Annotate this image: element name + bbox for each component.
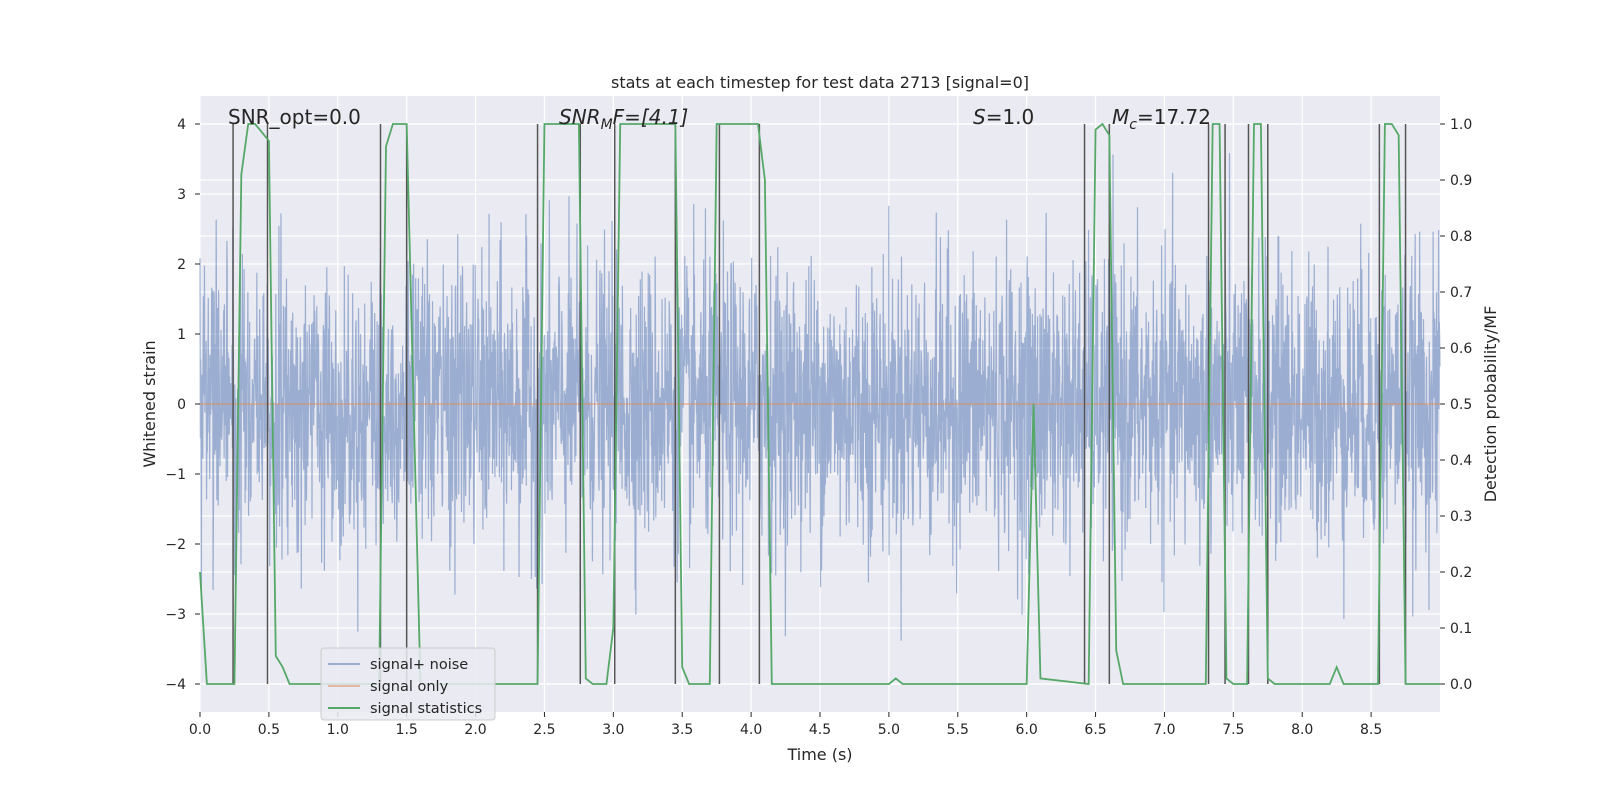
- x-tick-label-14: 7.0: [1153, 722, 1175, 738]
- y2-tick-label-2: 0.2: [1450, 565, 1472, 581]
- x-tick-label-10: 5.0: [878, 722, 900, 738]
- y-tick-label-0: −4: [165, 677, 186, 693]
- y2-tick-label-10: 1.0: [1450, 117, 1472, 133]
- y2-tick-label-7: 0.7: [1450, 285, 1472, 301]
- x-tick-label-7: 3.5: [671, 722, 693, 738]
- annotation-snr-mf: SNRMF=[4.1]: [559, 105, 688, 133]
- y2-axis-label: Detection probability/MF: [1481, 306, 1500, 503]
- y2-tick-label-1: 0.1: [1450, 621, 1472, 637]
- legend-box: [320, 647, 496, 721]
- annotation-mc: Mc=17.72: [1112, 105, 1211, 133]
- y-tick-label-3: −1: [165, 467, 186, 483]
- x-tick-label-15: 7.5: [1222, 722, 1244, 738]
- x-tick-label-17: 8.5: [1360, 722, 1382, 738]
- chart-title: stats at each timestep for test data 271…: [611, 73, 1029, 92]
- x-tick-label-16: 8.0: [1291, 722, 1313, 738]
- y-tick-label-6: 2: [177, 257, 186, 273]
- series-signal-statistics: [199, 122, 1440, 686]
- x-tick-label-12: 6.0: [1016, 722, 1038, 738]
- x-tick-label-13: 6.5: [1084, 722, 1106, 738]
- x-tick-label-3: 1.5: [396, 722, 418, 738]
- y2-tick-label-3: 0.3: [1450, 509, 1472, 525]
- legend: signal+ noise signal only signal statist…: [320, 647, 496, 721]
- signal-statistics-line: [199, 122, 1440, 686]
- y-tick-label-1: −3: [165, 607, 186, 623]
- y2-tick-label-5: 0.5: [1450, 397, 1472, 413]
- y-tick-label-5: 1: [177, 327, 186, 343]
- x-tick-label-8: 4.0: [740, 722, 762, 738]
- y2-tick-label-6: 0.6: [1450, 341, 1472, 357]
- legend-label-signal-noise: signal+ noise: [370, 657, 468, 673]
- annotation-snr-opt: SNR_opt=0.0: [228, 105, 361, 129]
- y-tick-label-8: 4: [177, 117, 186, 133]
- x-tick-label-9: 4.5: [809, 722, 831, 738]
- x-axis-label: Time (s): [786, 745, 852, 764]
- ticks: 0.0 0.5 1.0 1.5 2.0 2.5 3.0 3.5 4.0 4.5 5.0 5.5 6.0 6…: [165, 117, 1472, 738]
- y2-tick-label-8: 0.8: [1450, 229, 1472, 245]
- x-tick-label-1: 0.5: [258, 722, 280, 738]
- y-tick-label-7: 3: [177, 187, 186, 203]
- legend-label-signal-statistics: signal statistics: [370, 701, 482, 717]
- y-axis-label: Whitened strain: [140, 340, 159, 467]
- x-tick-label-4: 2.0: [464, 722, 486, 738]
- annotation-s: S=1.0: [973, 105, 1034, 129]
- y2-tick-label-9: 0.9: [1450, 173, 1472, 189]
- y-tick-label-4: 0: [177, 397, 186, 413]
- legend-label-signal-only: signal only: [370, 679, 449, 695]
- x-tick-label-2: 1.0: [327, 722, 349, 738]
- x-tick-label-5: 2.5: [533, 722, 555, 738]
- x-tick-label-11: 5.5: [947, 722, 969, 738]
- x-tick-label-0: 0.0: [189, 722, 211, 738]
- y-tick-label-2: −2: [165, 537, 186, 553]
- y2-tick-label-4: 0.4: [1450, 453, 1472, 469]
- x-tick-label-6: 3.0: [602, 722, 624, 738]
- y2-tick-label-0: 0.0: [1450, 677, 1472, 693]
